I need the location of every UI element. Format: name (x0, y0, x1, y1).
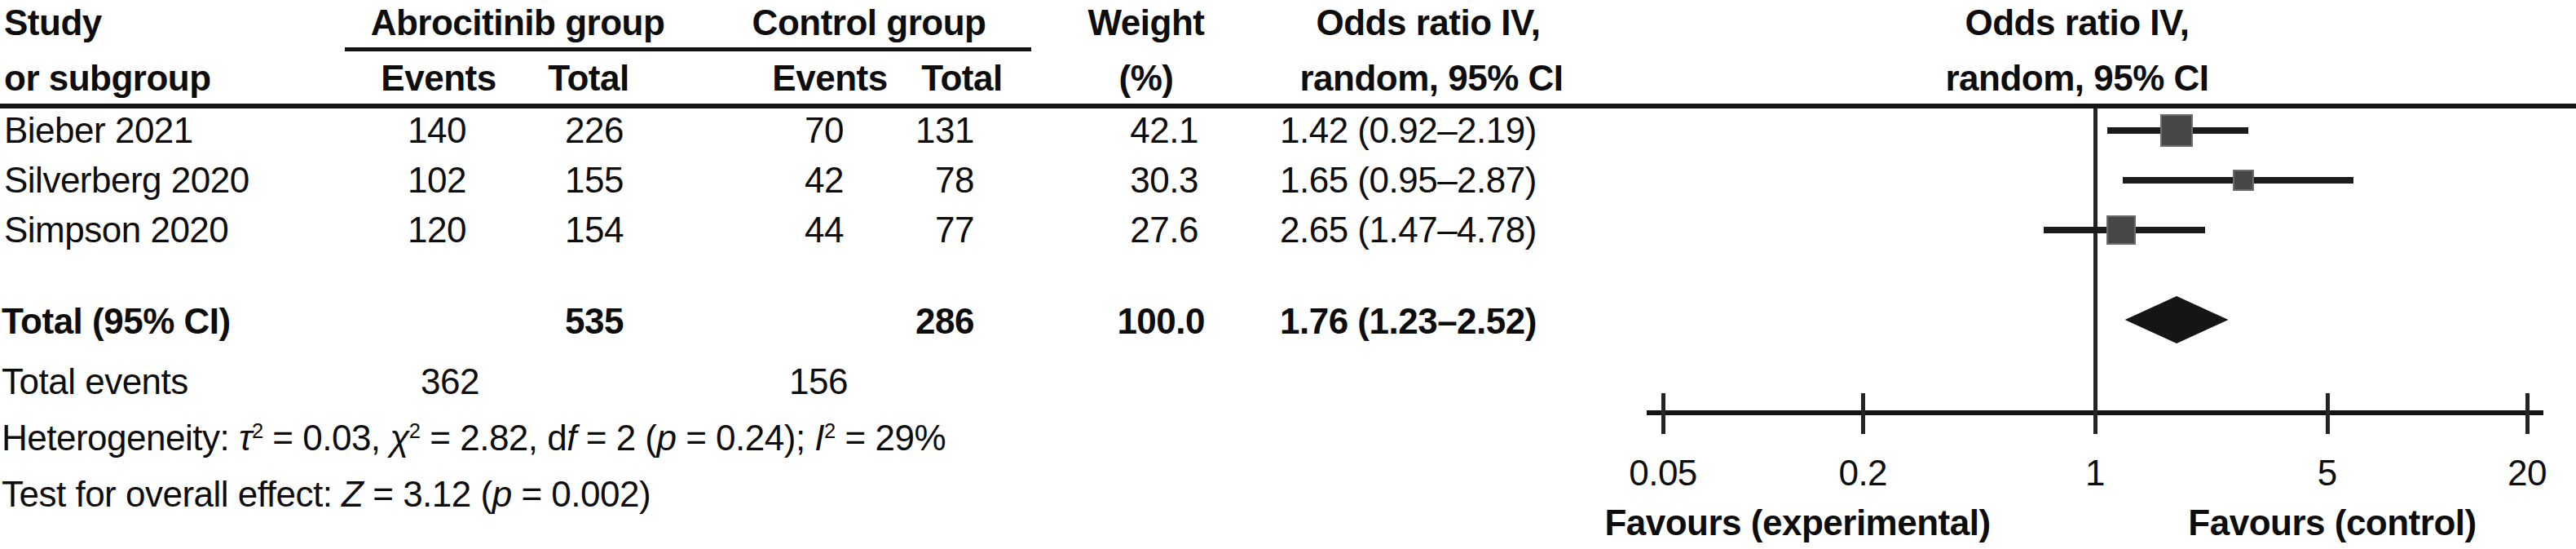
events-treatment-cell: 102 (408, 161, 466, 200)
study-name: Simpson 2020 (4, 210, 228, 250)
header-total-control: Total (921, 59, 1002, 98)
total-treatment-cell: 226 (565, 111, 624, 150)
study-or-square (2162, 116, 2191, 145)
header-or-text-line1: Odds ratio IV, (1316, 3, 1540, 42)
study-or-square (2108, 217, 2134, 243)
weight-cell: 42.1 (1130, 111, 1198, 150)
total-treatment-sum: 535 (565, 302, 624, 341)
total-control-cell: 131 (915, 111, 974, 150)
or-ci-cell: 1.42 (0.92–2.19) (1280, 111, 1537, 150)
header-weight-line1: Weight (1088, 3, 1205, 42)
events-treatment-cell: 140 (408, 111, 466, 150)
axis-tick-label: 1 (2085, 454, 2105, 493)
total-control-cell: 77 (935, 210, 974, 250)
header-events-treatment: Events (381, 59, 496, 98)
total-events-treatment: 362 (421, 362, 479, 401)
axis-tick (2525, 393, 2530, 434)
no-effect-line (2093, 108, 2097, 430)
axis-tick-label: 20 (2508, 454, 2547, 493)
heterogeneity-stats: Heterogeneity: τ2 = 0.03, χ2 = 2.82, df … (2, 418, 946, 458)
or-ci-cell: 2.65 (1.47–4.78) (1280, 210, 1537, 250)
overall-effect-stats: Test for overall effect: Z = 3.12 (p = 0… (2, 475, 651, 514)
events-control-cell: 70 (805, 111, 844, 150)
header-treatment-group: Abrocitinib group (371, 3, 665, 42)
header-study-line1: Study (4, 3, 102, 42)
total-or-ci: 1.76 (1.23–2.52) (1280, 302, 1537, 341)
or-ci-cell: 1.65 (0.95–2.87) (1280, 161, 1537, 200)
favours-experimental-label: Favours (experimental) (1604, 503, 1990, 542)
study-or-square (2234, 171, 2252, 189)
total-label: Total (95% CI) (2, 302, 231, 341)
header-study-line2: or subgroup (4, 59, 211, 98)
axis-tick (1661, 393, 1665, 434)
header-control-group: Control group (752, 3, 986, 42)
axis-tick-label: 0.2 (1838, 454, 1887, 493)
total-events-label: Total events (2, 362, 188, 401)
header-total-treatment: Total (548, 59, 629, 98)
total-events-control: 156 (789, 362, 848, 401)
weight-cell: 27.6 (1130, 210, 1198, 250)
total-treatment-cell: 154 (565, 210, 624, 250)
header-or-plot-line1: Odds ratio IV, (1965, 3, 2189, 42)
axis-tick-label: 0.05 (1629, 454, 1697, 493)
events-control-cell: 44 (805, 210, 844, 250)
header-or-text-line2: random, 95% CI (1299, 59, 1563, 98)
axis-tick-label: 5 (2318, 454, 2337, 493)
study-name: Silverberg 2020 (4, 161, 249, 200)
total-control-cell: 78 (935, 161, 974, 200)
axis-tick (2326, 393, 2330, 434)
header-or-plot-line2: random, 95% CI (1945, 59, 2208, 98)
total-treatment-cell: 155 (565, 161, 624, 200)
axis-tick (2093, 393, 2097, 434)
total-weight: 100.0 (1117, 302, 1205, 341)
favours-control-label: Favours (control) (2188, 503, 2476, 542)
events-treatment-cell: 120 (408, 210, 466, 250)
header-weight-line2: (%) (1119, 59, 1174, 98)
header-rule (0, 104, 2576, 108)
forest-plot-figure: Study or subgroup Abrocitinib group Cont… (0, 0, 2576, 549)
events-control-cell: 42 (805, 161, 844, 200)
total-control-sum: 286 (915, 302, 974, 341)
group-header-underline (345, 47, 1031, 51)
header-events-control: Events (772, 59, 887, 98)
summary-diamond (2125, 296, 2229, 343)
weight-cell: 30.3 (1130, 161, 1198, 200)
axis-tick (1861, 393, 1865, 434)
study-name: Bieber 2021 (4, 111, 193, 150)
